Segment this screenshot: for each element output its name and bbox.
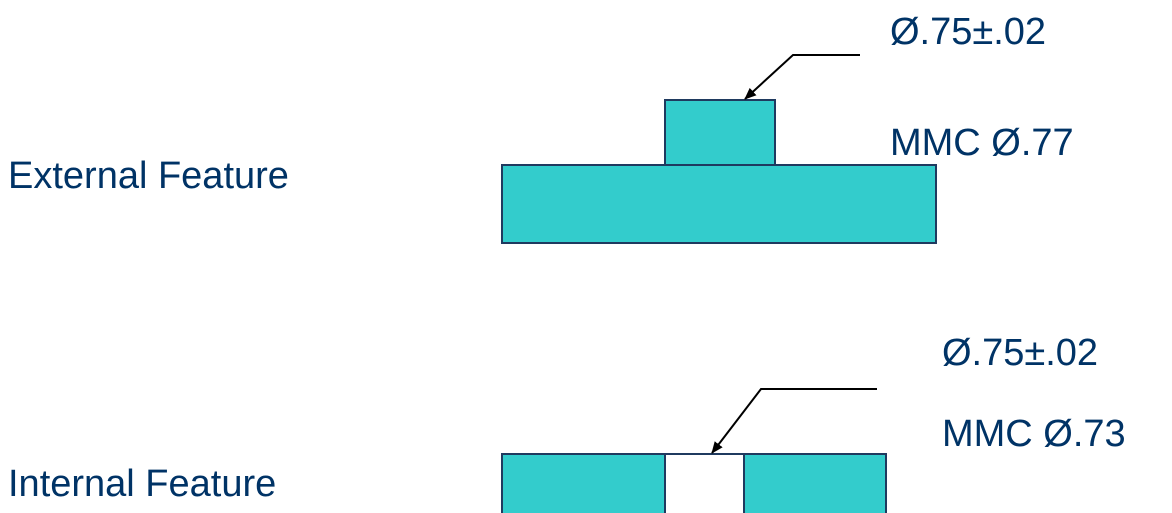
external-base-block: [501, 164, 937, 244]
internal-left-block: [501, 453, 666, 513]
internal-leader-line: [711, 388, 877, 454]
internal-mmc-text: MMC Ø.73: [942, 413, 1126, 455]
internal-feature-part: [501, 453, 887, 513]
external-boss: [664, 99, 776, 166]
internal-right-block: [743, 453, 887, 513]
internal-hole: [664, 453, 745, 513]
external-dimension-text: Ø.75±.02: [890, 11, 1046, 53]
external-feature-part: [501, 99, 937, 244]
internal-dimension-text: Ø.75±.02: [942, 332, 1098, 374]
internal-feature-label: Internal Feature: [8, 463, 276, 505]
external-feature-label: External Feature: [8, 155, 289, 197]
external-mmc-text: MMC Ø.77: [890, 122, 1074, 164]
external-leader-line: [744, 54, 860, 100]
